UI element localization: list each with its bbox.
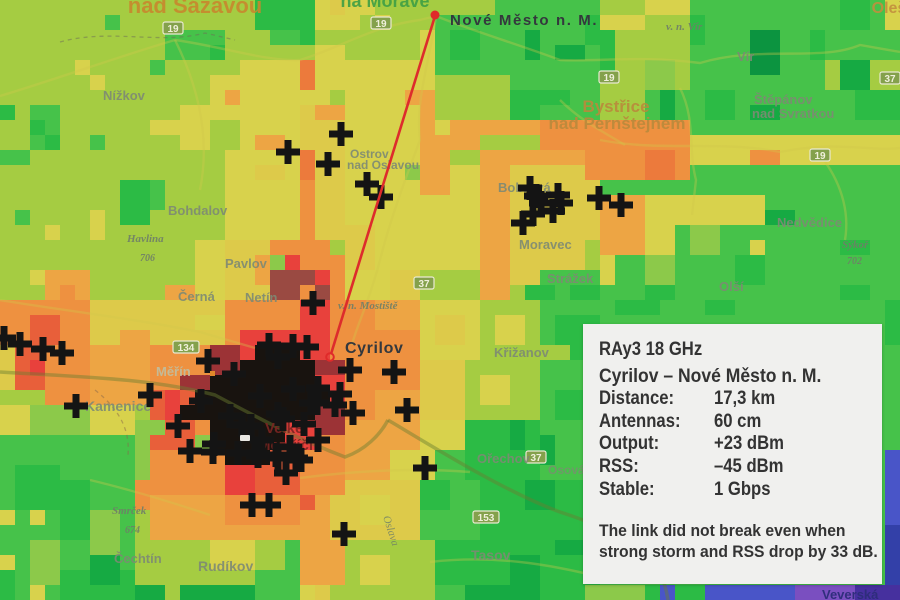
svg-text:v. n. Mostiště: v. n. Mostiště — [338, 300, 399, 312]
svg-text:Křižanov: Křižanov — [494, 345, 550, 360]
svg-text:134: 134 — [178, 343, 195, 354]
svg-text:Tasov: Tasov — [471, 547, 511, 563]
svg-text:Rudíkov: Rudíkov — [198, 558, 253, 574]
svg-text:674: 674 — [125, 525, 140, 536]
svg-text:Strážek: Strážek — [547, 271, 594, 286]
svg-text:37: 37 — [884, 74, 896, 85]
svg-text:37: 37 — [530, 453, 542, 464]
svg-text:19: 19 — [814, 151, 826, 162]
svg-text:Měřín: Měřín — [156, 364, 191, 379]
svg-text:Bohdalov: Bohdalov — [168, 203, 228, 218]
svg-text:Štěpánov: Štěpánov — [754, 92, 813, 107]
svg-text:Sýkoř: Sýkoř — [842, 239, 869, 251]
svg-text:19: 19 — [167, 24, 179, 35]
svg-text:Kamenice: Kamenice — [85, 398, 151, 414]
svg-text:153: 153 — [478, 513, 495, 524]
svg-text:37: 37 — [418, 279, 430, 290]
svg-text:Bystřice: Bystřice — [582, 97, 649, 116]
svg-text:Olší: Olší — [719, 279, 744, 294]
svg-text:nad Oslavou: nad Oslavou — [347, 158, 419, 172]
svg-text:nad Svratkou: nad Svratkou — [752, 106, 834, 121]
svg-text:Ořechov: Ořechov — [477, 451, 531, 466]
svg-text:Nížkov: Nížkov — [103, 88, 146, 103]
svg-text:Pavlov: Pavlov — [225, 256, 268, 271]
svg-text:19: 19 — [603, 73, 615, 84]
svg-text:Ostrov: Ostrov — [350, 147, 389, 161]
svg-text:Čechtín: Čechtín — [114, 551, 162, 566]
svg-text:19: 19 — [375, 19, 387, 30]
svg-text:nad Sázavou: nad Sázavou — [128, 0, 262, 18]
svg-text:Oleš: Oleš — [872, 0, 900, 17]
svg-text:706: 706 — [140, 253, 155, 264]
svg-text:Smrček: Smrček — [112, 505, 147, 517]
svg-text:Nedvědice: Nedvědice — [777, 215, 842, 230]
svg-text:nad Pernštejnem: nad Pernštejnem — [549, 114, 686, 133]
svg-text:Černá: Černá — [178, 289, 216, 304]
svg-text:Cyrilov: Cyrilov — [345, 340, 403, 357]
svg-text:na Moravě: na Moravě — [340, 0, 429, 11]
svg-text:v. n. Vír: v. n. Vír — [666, 21, 703, 33]
svg-text:Veverská: Veverská — [822, 587, 879, 600]
svg-text:Netín: Netín — [245, 290, 278, 305]
svg-text:Nové Město n. M.: Nové Město n. M. — [450, 12, 598, 29]
svg-text:Havlina: Havlina — [126, 233, 164, 245]
svg-text:Moravec: Moravec — [519, 237, 572, 252]
svg-text:Osová: Osová — [548, 463, 585, 477]
svg-text:702: 702 — [847, 256, 862, 267]
svg-text:Vír: Vír — [737, 49, 754, 64]
